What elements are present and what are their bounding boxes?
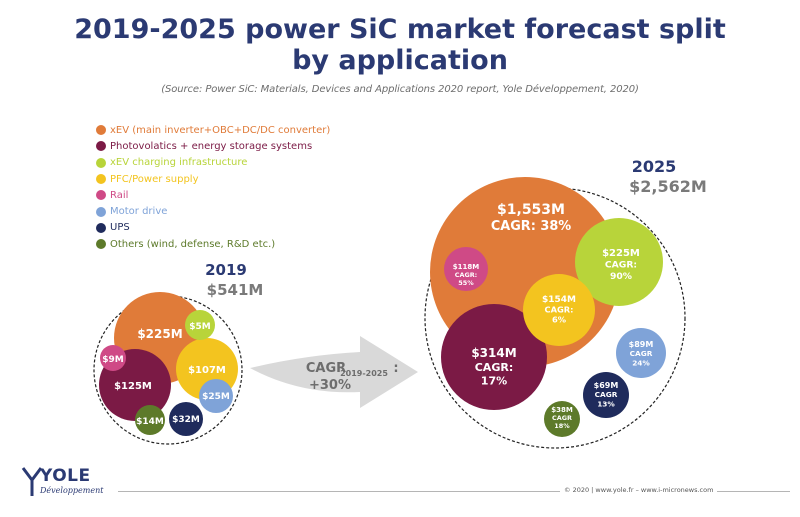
bubble-2019	[169, 402, 203, 436]
bubble-2025	[444, 247, 488, 291]
bubble-2019-label: $125M	[114, 381, 152, 392]
bubble-2025-cagr: 90%	[610, 271, 632, 282]
year-2025-label: 2025	[632, 157, 677, 176]
bubble-2019-label: $225M	[137, 327, 182, 341]
bubble-2025-cagr: 6%	[552, 315, 567, 325]
bubble-2025-cagr: 55%	[458, 279, 474, 287]
bubble-2025	[583, 372, 629, 418]
arrow-cagr-value: +30%	[309, 378, 351, 393]
bubble-2025-value: $89M	[629, 340, 654, 349]
bubble-2025-cagr: 18%	[554, 422, 570, 430]
bubble-2025-value: $154M	[542, 295, 576, 305]
bubble-2025	[544, 401, 580, 437]
bubble-2019-label: $32M	[172, 415, 200, 425]
bubble-2019-label: $9M	[102, 355, 124, 365]
bubble-2019-label: $14M	[136, 417, 164, 427]
arrow-cagr-colon: :	[393, 361, 398, 376]
bubble-2025	[441, 304, 547, 410]
legend-swatch	[96, 174, 106, 185]
arrow-cagr-period: 2019-2025	[340, 369, 388, 378]
legend-label: Motor drive	[110, 206, 168, 218]
bubble-2019-label: $25M	[202, 392, 230, 402]
bubble-2025-value: $225M	[602, 248, 640, 259]
legend-swatch	[96, 239, 106, 250]
bubble-2025-cagr: 17%	[481, 375, 507, 388]
bubble-2025-cagr: 24%	[632, 358, 650, 367]
bubble-2025-value: $1,553M	[497, 202, 565, 218]
bubble-2025	[523, 274, 595, 346]
legend-item: UPS	[96, 220, 330, 236]
bubble-2025-cagr: CAGR	[630, 349, 653, 358]
bubble-2025-value: $38M	[551, 406, 573, 414]
bubble-2019	[100, 345, 126, 371]
outline-2019	[93, 295, 243, 445]
bubble-2025-cagr: CAGR:	[475, 361, 514, 374]
bubble-2019-label: $107M	[188, 365, 226, 376]
legend-swatch	[96, 222, 106, 233]
legend-swatch	[96, 157, 106, 168]
year-2019-label: 2019	[205, 261, 247, 279]
bubble-2019	[135, 405, 165, 435]
footer-copyright: © 2020 | www.yole.fr – www.i-micronews.c…	[560, 486, 718, 494]
bubble-2019	[199, 379, 233, 413]
legend-item: Rail	[96, 187, 330, 203]
legend-item: Others (wind, defense, R&D etc.)	[96, 236, 330, 252]
growth-arrow	[250, 336, 418, 408]
legend-item: PFC/Power supply	[96, 171, 330, 187]
arrow-cagr-label: CAGR	[306, 361, 346, 376]
legend-label: xEV (main inverter+OBC+DC/DC converter)	[110, 124, 331, 136]
legend-label: UPS	[110, 222, 130, 234]
logo-name: YOLE	[40, 466, 91, 486]
bubble-2025-cagr: CAGR:	[605, 260, 637, 271]
logo-mark-icon	[21, 467, 43, 496]
bubble-2019-label: $5M	[189, 322, 211, 332]
legend-swatch	[96, 206, 106, 217]
legend-swatch	[96, 190, 106, 201]
legend-label: Photovolatics + energy storage systems	[110, 140, 313, 152]
bubble-2025	[575, 218, 663, 306]
footer-divider	[118, 491, 790, 492]
source-note: (Source: Power SiC: Materials, Devices a…	[161, 84, 639, 95]
legend-item: Motor drive	[96, 203, 330, 219]
bubble-2025-cagr: CAGR:	[545, 304, 574, 314]
bubble-2019	[185, 310, 215, 340]
bubble-2025-cagr: CAGR	[552, 414, 572, 422]
legend-swatch	[96, 125, 106, 136]
legend-item: xEV (main inverter+OBC+DC/DC converter)	[96, 122, 330, 138]
legend-item: Photovolatics + energy storage systems	[96, 138, 330, 154]
yole-logo: YOLE Développement	[20, 466, 140, 506]
logo-subtitle: Développement	[40, 486, 104, 495]
bubble-2025-cagr: CAGR:	[455, 271, 478, 279]
bubble-2025-cagr: 13%	[597, 399, 615, 408]
legend-swatch	[96, 141, 106, 152]
bubble-2025-value: $314M	[471, 346, 516, 360]
legend-label: Others (wind, defense, R&D etc.)	[110, 238, 276, 250]
bubble-2025-cagr: CAGR: 38%	[491, 219, 571, 234]
year-2025-total: $2,562M	[629, 177, 707, 196]
legend-label: PFC/Power supply	[110, 173, 199, 185]
year-2019-total: $541M	[207, 281, 264, 299]
legend: xEV (main inverter+OBC+DC/DC converter) P…	[96, 122, 330, 252]
legend-item: xEV charging infrastructure	[96, 155, 330, 171]
legend-label: xEV charging infrastructure	[110, 157, 248, 169]
title-line-1: 2019-2025 power SiC market forecast spli…	[74, 14, 726, 45]
bubble-2025-value: $69M	[594, 381, 619, 390]
page-title: 2019-2025 power SiC market forecast spli…	[0, 14, 800, 76]
title-line-2: by application	[292, 45, 508, 76]
bubble-2025-cagr: CAGR	[595, 390, 618, 399]
bubble-2025-value: $118M	[453, 263, 479, 271]
bubble-2025	[616, 328, 666, 378]
legend-label: Rail	[110, 189, 129, 201]
